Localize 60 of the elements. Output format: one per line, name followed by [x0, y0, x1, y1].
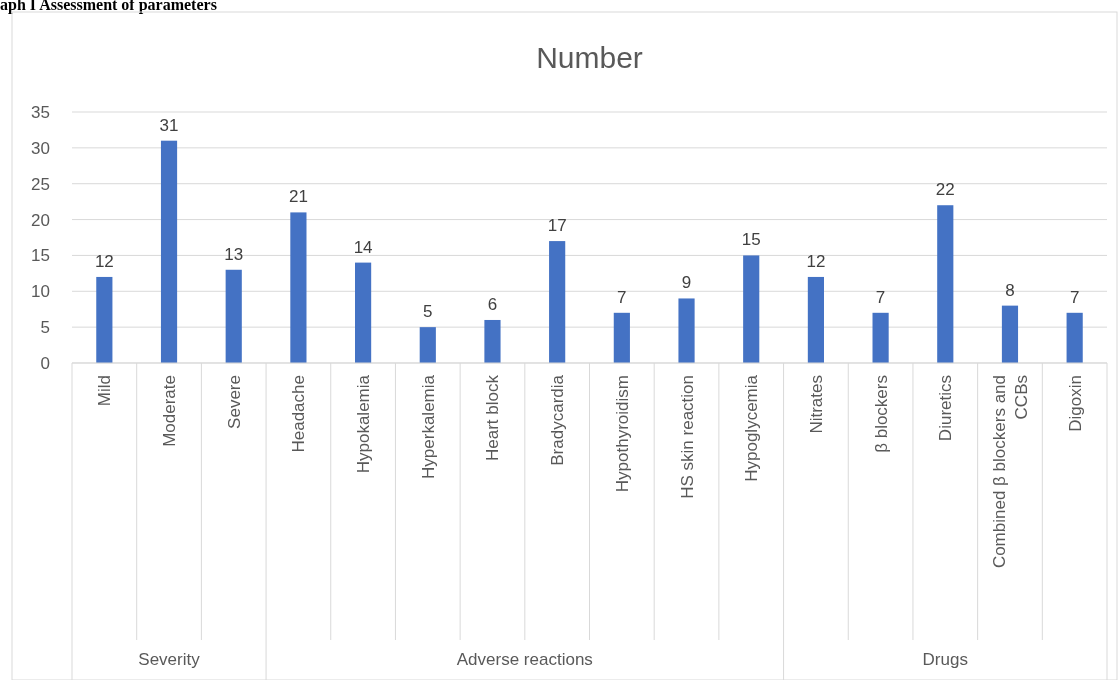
y-tick-label: 25 — [31, 174, 50, 194]
bar — [807, 276, 824, 363]
x-tick-label: HS skin reaction — [677, 375, 697, 499]
bar — [743, 255, 760, 363]
x-tick-label: Hypothyroidism — [612, 375, 632, 493]
data-label: 6 — [487, 294, 498, 314]
y-tick-label: 30 — [31, 138, 50, 158]
bar — [1066, 312, 1083, 363]
bar — [1001, 305, 1019, 363]
bar — [355, 262, 372, 363]
data-label: 9 — [681, 273, 692, 293]
data-label: 15 — [741, 230, 761, 250]
x-tick-label: Hyperkalemia — [418, 374, 438, 479]
data-label: 7 — [1069, 287, 1080, 307]
x-tick-label: Severe — [224, 375, 244, 429]
data-label: 21 — [288, 187, 308, 207]
text: Adverse reactions — [456, 650, 593, 669]
data-label: 14 — [353, 237, 373, 257]
x-tick-label: Diuretics — [936, 375, 956, 442]
y-tick-label: 0 — [40, 354, 50, 373]
bar — [484, 319, 501, 363]
data-label: 7 — [617, 287, 627, 307]
x-tick-label: Mild — [95, 375, 115, 407]
y-tick-label: 5 — [40, 318, 50, 338]
bar — [678, 298, 695, 363]
bar — [160, 140, 178, 363]
data-label: 7 — [875, 287, 886, 307]
bar — [872, 312, 889, 363]
data-label: 12 — [806, 251, 826, 271]
bar — [613, 312, 630, 363]
data-label: 12 — [94, 251, 114, 271]
y-tick-label: 35 — [31, 103, 50, 122]
x-tick-label: Combined β blockers and CCBs — [989, 375, 1031, 569]
bar — [96, 276, 113, 363]
text: Drugs — [922, 650, 968, 669]
y-tick-label: 15 — [31, 246, 50, 266]
data-label: 22 — [935, 180, 955, 200]
bar — [225, 269, 242, 363]
data-label: 17 — [547, 216, 567, 236]
x-tick-label: Nitrates — [806, 375, 826, 434]
x-tick-label: Moderate — [160, 375, 180, 447]
bar — [290, 212, 307, 363]
chart-title: Number — [536, 41, 643, 74]
data-label: 5 — [423, 302, 433, 322]
bar — [549, 241, 566, 363]
x-tick-label: Heart block — [483, 374, 503, 461]
y-tick-label: 10 — [31, 282, 50, 302]
data-label: 31 — [159, 115, 179, 135]
x-tick-label: β blockers — [871, 375, 891, 453]
data-label: 13 — [224, 244, 244, 264]
bar — [937, 205, 954, 363]
x-tick-label: Bradycardia — [548, 374, 568, 466]
x-tick-label: Hypokalemia — [354, 374, 374, 474]
x-tick-label: Hypoglycemia — [742, 374, 762, 482]
y-tick-label: 20 — [31, 210, 50, 230]
x-tick-label: Digoxin — [1065, 375, 1085, 432]
bar — [419, 327, 436, 363]
x-tick-label: Headache — [289, 375, 309, 453]
data-label: 8 — [1005, 280, 1015, 300]
text: Severity — [138, 650, 201, 669]
